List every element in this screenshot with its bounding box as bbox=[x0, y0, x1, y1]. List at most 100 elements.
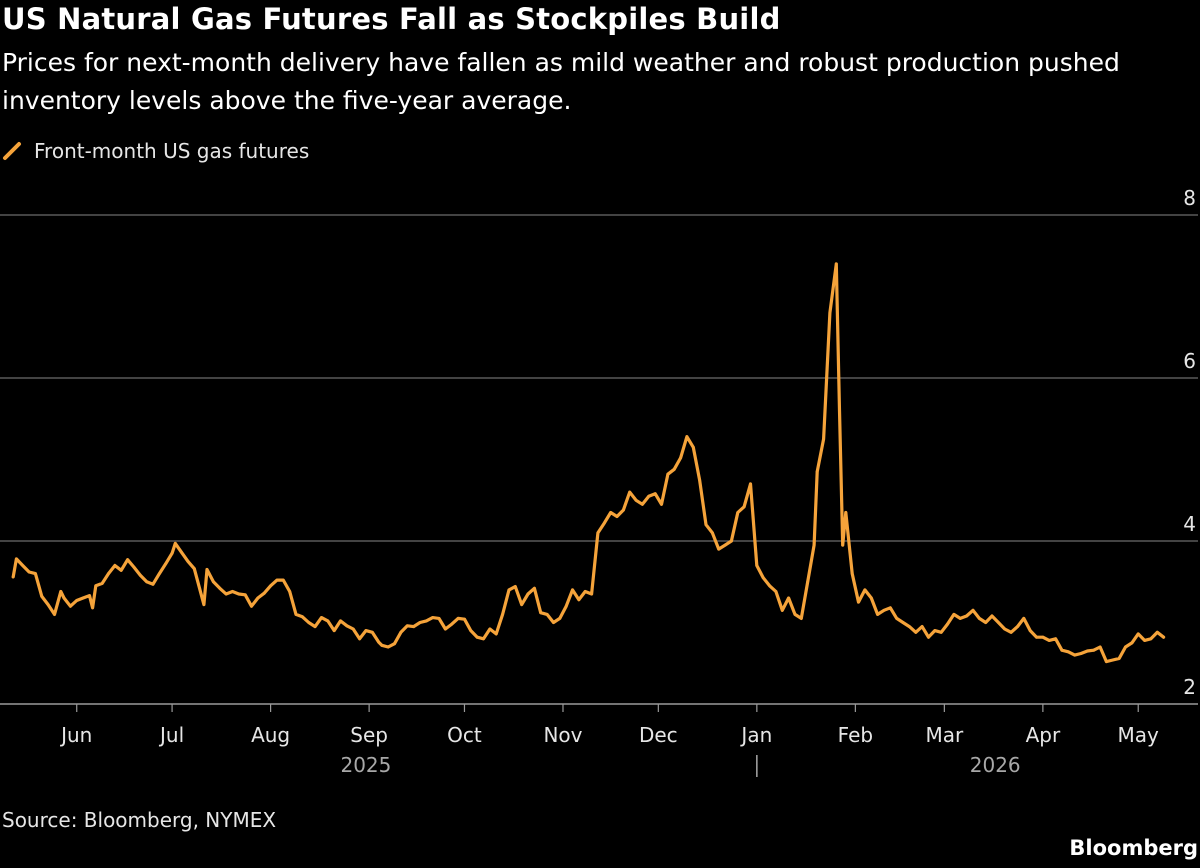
data-point bbox=[34, 572, 37, 575]
data-point bbox=[577, 598, 581, 602]
data-point bbox=[927, 635, 930, 639]
data-point bbox=[100, 582, 104, 585]
data-point bbox=[53, 613, 56, 616]
data-point bbox=[370, 630, 374, 634]
data-point bbox=[901, 621, 905, 624]
data-point bbox=[793, 613, 797, 616]
chart-subtitle: Prices for next-month delivery have fall… bbox=[2, 48, 1120, 115]
data-point bbox=[857, 600, 860, 604]
data-point bbox=[774, 590, 778, 593]
data-point bbox=[615, 515, 619, 518]
data-point bbox=[850, 572, 854, 575]
data-point bbox=[685, 435, 689, 439]
data-point bbox=[583, 590, 587, 593]
data-point bbox=[377, 640, 381, 644]
data-point bbox=[275, 578, 279, 582]
y-tick-label: 2 bbox=[1183, 675, 1196, 699]
data-point bbox=[1162, 635, 1165, 639]
data-point bbox=[1016, 625, 1019, 628]
data-point bbox=[647, 494, 651, 498]
data-point bbox=[145, 580, 149, 584]
series-line-0 bbox=[11, 262, 1166, 664]
data-point bbox=[711, 531, 714, 535]
data-point bbox=[138, 573, 142, 577]
data-point bbox=[326, 619, 330, 623]
data-point bbox=[345, 624, 349, 628]
data-point bbox=[46, 603, 50, 606]
data-point bbox=[882, 608, 886, 612]
data-point bbox=[1066, 650, 1070, 654]
bloomberg-logo: Bloomberg bbox=[1069, 836, 1198, 860]
data-point bbox=[170, 551, 174, 555]
data-point bbox=[27, 570, 31, 574]
data-point bbox=[294, 613, 298, 616]
data-point bbox=[386, 645, 390, 649]
data-point bbox=[91, 606, 94, 610]
data-point bbox=[634, 498, 638, 502]
year-label: 2026 bbox=[970, 753, 1021, 777]
data-point bbox=[224, 592, 228, 596]
data-point bbox=[119, 568, 123, 572]
data-point bbox=[358, 637, 361, 641]
data-point bbox=[742, 505, 746, 509]
data-point bbox=[1060, 648, 1064, 652]
data-point bbox=[339, 619, 342, 623]
data-point bbox=[828, 311, 832, 315]
data-point bbox=[364, 629, 368, 632]
chart-title: US Natural Gas Futures Fall as Stockpile… bbox=[2, 2, 781, 36]
data-point bbox=[1149, 637, 1153, 641]
data-point bbox=[812, 543, 816, 547]
data-point bbox=[679, 456, 682, 460]
data-point bbox=[717, 547, 721, 551]
data-point bbox=[151, 582, 155, 586]
data-point bbox=[513, 585, 517, 588]
data-point bbox=[666, 472, 670, 476]
data-point bbox=[307, 621, 311, 624]
legend-label: Front-month US gas futures bbox=[34, 139, 310, 163]
data-point bbox=[463, 617, 466, 621]
legend: Front-month US gas futures bbox=[2, 136, 309, 166]
data-point bbox=[107, 572, 110, 575]
data-point bbox=[965, 614, 968, 618]
data-point bbox=[641, 502, 644, 506]
data-point bbox=[997, 621, 1000, 624]
data-point bbox=[787, 596, 790, 600]
data-point bbox=[21, 564, 25, 567]
data-point bbox=[545, 613, 549, 616]
data-point bbox=[908, 625, 911, 628]
data-point bbox=[164, 562, 168, 566]
data-point bbox=[158, 572, 161, 575]
data-point bbox=[1003, 627, 1007, 631]
data-point bbox=[1079, 652, 1083, 655]
data-point bbox=[520, 603, 524, 606]
data-point bbox=[351, 627, 355, 631]
data-point bbox=[895, 617, 899, 620]
data-point bbox=[62, 596, 66, 600]
data-point bbox=[488, 627, 492, 631]
data-point bbox=[469, 629, 473, 632]
data-point bbox=[186, 560, 190, 563]
data-point bbox=[437, 617, 441, 620]
data-point bbox=[799, 617, 803, 620]
data-point bbox=[424, 619, 428, 623]
x-tick-label: May bbox=[1118, 723, 1160, 747]
data-point bbox=[393, 642, 396, 646]
data-point bbox=[405, 624, 409, 628]
data-point bbox=[192, 567, 196, 571]
data-point bbox=[288, 590, 292, 593]
data-point bbox=[841, 543, 845, 547]
data-point bbox=[672, 467, 676, 471]
data-point bbox=[952, 613, 956, 616]
data-point bbox=[1092, 648, 1096, 652]
data-point bbox=[571, 588, 574, 592]
data-point bbox=[205, 568, 209, 571]
data-point bbox=[526, 592, 530, 596]
data-point bbox=[15, 557, 18, 561]
data-point bbox=[761, 576, 765, 580]
data-point bbox=[256, 596, 260, 600]
data-point bbox=[81, 596, 85, 600]
data-point bbox=[1028, 629, 1032, 632]
data-point bbox=[596, 531, 600, 535]
data-point bbox=[231, 590, 234, 593]
